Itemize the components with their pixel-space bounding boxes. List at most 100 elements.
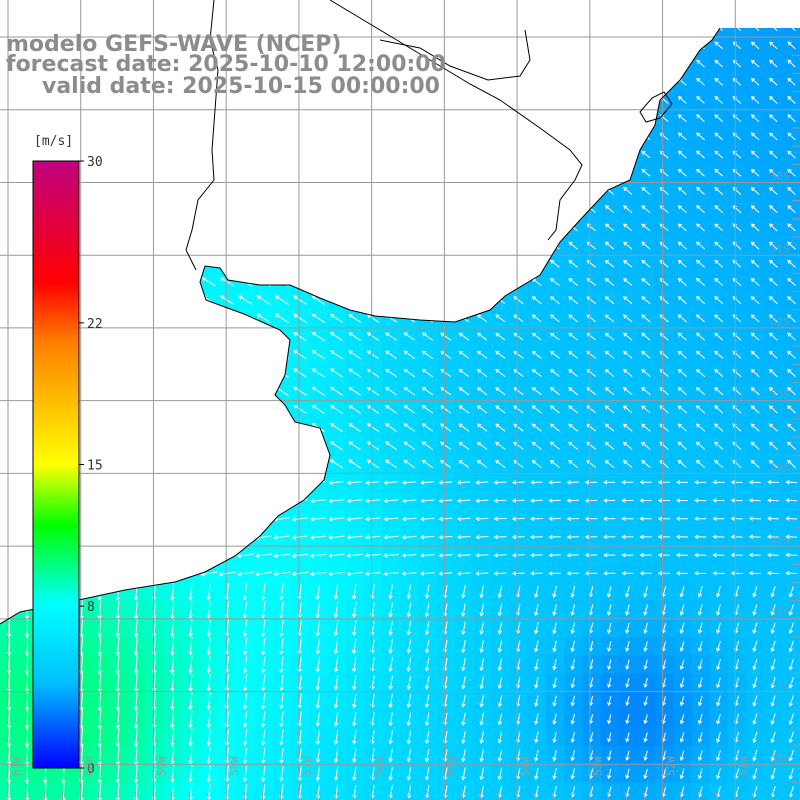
wind-arrow <box>91 480 108 486</box>
wind-arrow <box>495 28 505 31</box>
speed-cell <box>400 218 420 238</box>
speed-cell <box>91 236 110 256</box>
wind-arrow <box>641 405 651 414</box>
wind-arrow <box>732 28 742 31</box>
wind-arrow <box>279 766 284 782</box>
wind-arrow <box>770 677 776 689</box>
wind-arrow <box>403 277 415 287</box>
speed-cell <box>200 145 219 165</box>
wind-arrow <box>348 259 361 269</box>
wind-arrow <box>768 277 778 286</box>
speed-cell <box>291 455 310 474</box>
wind-arrow <box>659 41 669 50</box>
wind-arrow <box>239 114 252 122</box>
wind-arrow <box>495 78 506 86</box>
wind-arrow <box>97 764 102 784</box>
wind-arrow <box>133 655 139 675</box>
wind-arrow <box>403 459 416 469</box>
wind-arrow <box>750 259 760 268</box>
wind-arrow <box>273 535 291 540</box>
wind-arrow <box>406 675 412 690</box>
wind-arrow <box>677 150 687 159</box>
wind-arrow <box>677 96 687 104</box>
speed-cell <box>364 273 383 292</box>
wind-arrow <box>147 314 162 323</box>
wind-arrow <box>750 350 760 359</box>
wind-arrow <box>714 205 724 214</box>
wind-arrow <box>748 570 761 576</box>
speed-cell <box>218 0 237 19</box>
speed-cell <box>254 400 274 420</box>
wind-arrow <box>716 695 721 707</box>
speed-cell <box>236 218 256 238</box>
wind-arrow <box>584 480 598 485</box>
wind-arrow <box>0 534 18 541</box>
wind-arrow <box>584 571 598 576</box>
wind-arrow <box>385 187 397 195</box>
wind-arrow <box>750 368 760 378</box>
wind-arrow <box>622 368 633 377</box>
wind-arrow <box>2 187 15 195</box>
wind-arrow <box>730 498 743 503</box>
speed-cell <box>218 182 238 201</box>
wind-arrow <box>639 571 652 576</box>
wind-arrow <box>716 640 721 653</box>
speed-cell <box>400 273 420 292</box>
wind-arrow <box>111 332 125 341</box>
speed-cell <box>691 36 711 56</box>
wind-arrow <box>147 387 162 396</box>
wind-arrow <box>440 296 451 305</box>
wind-arrow <box>677 405 687 414</box>
wind-arrow <box>183 441 198 451</box>
wind-arrow <box>293 186 307 196</box>
wind-arrow <box>201 368 217 378</box>
wind-arrow <box>115 691 121 711</box>
wind-arrow <box>568 314 578 323</box>
wind-arrow <box>165 441 180 451</box>
speed-cell <box>291 218 310 238</box>
wind-arrow <box>147 332 162 341</box>
wind-arrow <box>552 640 557 653</box>
wind-arrow <box>128 480 145 486</box>
speed-cell <box>618 72 638 92</box>
speed-cell <box>236 491 256 511</box>
wind-arrow <box>676 534 689 540</box>
wind-arrow <box>750 277 760 286</box>
wind-arrow <box>769 41 778 50</box>
wind-arrow <box>477 150 487 159</box>
speed-cell <box>345 109 365 128</box>
wind-arrow <box>385 150 397 159</box>
wind-arrow <box>132 6 142 12</box>
speed-cell <box>200 200 219 219</box>
wind-arrow <box>659 28 669 31</box>
wind-arrow <box>183 332 198 342</box>
wind-arrow <box>333 620 339 637</box>
wind-arrow <box>440 96 451 104</box>
wind-arrow <box>421 278 433 287</box>
speed-cell <box>564 0 583 19</box>
wind-arrow <box>275 204 289 214</box>
wind-arrow <box>459 41 469 50</box>
speed-cell <box>91 436 110 456</box>
speed-cell <box>345 28 365 37</box>
wind-arrow <box>348 441 361 451</box>
speed-cell <box>163 291 183 310</box>
wind-arrow <box>256 368 271 378</box>
wind-arrow <box>202 223 216 232</box>
speed-cell <box>254 273 274 292</box>
speed-cell <box>0 382 19 401</box>
speed-cell <box>400 28 420 37</box>
wind-arrow <box>696 28 705 31</box>
speed-cell <box>600 36 620 56</box>
wind-arrow <box>607 768 612 780</box>
wind-arrow <box>200 517 218 522</box>
speed-cell <box>527 163 547 183</box>
wind-arrow <box>769 132 778 141</box>
speed-cell <box>0 273 19 292</box>
speed-cell <box>127 509 147 529</box>
speed-cell <box>254 345 274 365</box>
wind-arrow <box>311 459 325 469</box>
speed-cell <box>163 436 183 456</box>
speed-cell <box>254 145 274 165</box>
speed-cell <box>236 109 256 128</box>
